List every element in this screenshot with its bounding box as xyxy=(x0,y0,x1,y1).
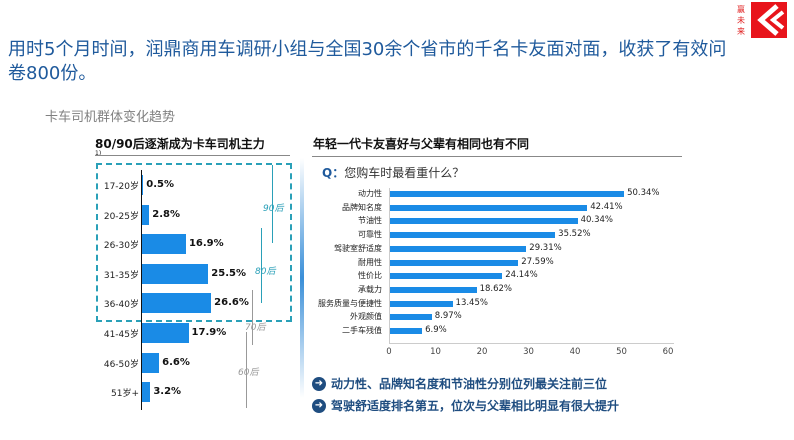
category-label: 46-50岁 xyxy=(103,359,139,370)
data-label: 42.41% xyxy=(590,201,623,212)
bar xyxy=(142,293,212,314)
category-label: 17-20岁 xyxy=(103,182,139,192)
headline: 用时5个月时间，润鼎商用车调研小组与全国30余个省市的千名卡友面对面，收获了有效… xyxy=(8,39,727,84)
bar xyxy=(390,300,453,307)
panel-edge xyxy=(300,158,304,398)
category-label: 驾驶室舒适度 xyxy=(334,243,382,253)
bar xyxy=(142,323,189,343)
y-axis xyxy=(141,170,142,410)
x-tick-label: 30 xyxy=(523,347,534,357)
bar xyxy=(390,245,527,252)
data-label: 27.59% xyxy=(521,256,554,267)
data-label: 29.31% xyxy=(529,242,562,253)
bullet-point: ➜ 驾驶舒适度排名第五，位次与父辈相比明显有很大提升 xyxy=(312,397,619,414)
bar xyxy=(390,328,423,334)
data-label: 0.5% xyxy=(146,179,175,190)
x-tick-label: 10 xyxy=(430,347,441,357)
data-label: 13.45% xyxy=(455,297,488,308)
divider xyxy=(312,156,682,157)
logo: 赢未来 xyxy=(737,2,789,40)
logo-mark xyxy=(751,2,787,38)
category-label: 二手车残值 xyxy=(342,326,382,335)
category-label: 36-40岁 xyxy=(103,300,139,311)
category-label: 31-35岁 xyxy=(103,270,139,281)
question: Q：您购车时最看重什么？ xyxy=(322,164,464,181)
category-label: 外观颜值 xyxy=(350,312,382,322)
bar xyxy=(390,314,432,321)
data-label: 26.6% xyxy=(214,297,249,309)
category-label: 51岁+ xyxy=(111,389,139,400)
data-label: 40.34% xyxy=(580,215,613,226)
section-subtitle: 卡车司机群体变化趋势 xyxy=(45,110,176,125)
bar xyxy=(142,234,186,255)
data-label: 2.8% xyxy=(152,208,180,220)
category-label: 服务质量与便捷性 xyxy=(318,298,382,308)
generation-bracket xyxy=(252,290,253,345)
x-tick-label: 60 xyxy=(662,347,674,357)
category-label: 41-45岁 xyxy=(103,330,139,340)
arrow-right-icon: ➜ xyxy=(312,376,326,391)
data-label: 17.9% xyxy=(191,327,227,338)
x-tick-label: 50 xyxy=(616,347,627,357)
data-label: 50.34% xyxy=(627,188,660,198)
bar xyxy=(142,263,209,284)
data-label: 35.52% xyxy=(558,229,591,240)
bar xyxy=(142,204,150,225)
category-label: 耐用性 xyxy=(358,257,382,267)
bullet-text: 动力性、品牌知名度和节油性分别位列最关注前三位 xyxy=(331,377,608,391)
bar xyxy=(142,352,160,373)
bar xyxy=(142,175,144,195)
bar xyxy=(390,232,556,239)
left-chart-title: 80/90后逐渐成为卡车司机主力 xyxy=(95,137,265,151)
age-distribution-chart: 17-20岁 0.5% 20-25岁 2.8% 26-30岁 16.9% 31-35岁 25.… xyxy=(95,165,305,415)
data-label: 6.9% xyxy=(425,325,447,335)
data-label: 16.9% xyxy=(188,238,224,250)
bar xyxy=(390,204,588,211)
category-label: 承载力 xyxy=(358,284,382,294)
right-chart-title: 年轻一代卡友喜好与父辈有相同也有不同 xyxy=(313,137,530,151)
logo-text: 赢未来 xyxy=(737,5,745,36)
question-prefix: Q： xyxy=(322,166,345,180)
x-axis xyxy=(389,343,674,344)
category-label: 20-25岁 xyxy=(103,211,139,222)
bar xyxy=(390,286,477,293)
x-tick-label: 20 xyxy=(476,347,488,357)
category-label: 26-30岁 xyxy=(103,241,139,252)
arrow-right-icon: ➜ xyxy=(312,398,326,413)
bar xyxy=(390,273,503,280)
data-label: 3.2% xyxy=(153,386,182,398)
data-label: 24.14% xyxy=(505,270,538,281)
generation-label: 70后 xyxy=(245,323,266,333)
data-label: 6.6% xyxy=(162,356,190,368)
bar xyxy=(390,191,625,197)
highlight-box xyxy=(96,163,292,322)
bar xyxy=(390,218,578,225)
data-label: 8.97% xyxy=(434,311,462,322)
y-axis xyxy=(389,188,390,343)
bar xyxy=(142,382,151,403)
data-label: 25.5% xyxy=(211,267,246,279)
generation-bracket xyxy=(246,332,247,408)
generation-label: 90后 xyxy=(263,204,284,214)
purchase-factors-chart: 动力性 50.34% 品牌知名度 42.41% 节油性 40.34% 可靠性 35.52% 驾驶… xyxy=(300,180,690,370)
bullet-point: ➜ 动力性、品牌知名度和节油性分别位列最关注前三位 xyxy=(312,375,607,392)
data-label: 18.62% xyxy=(479,283,512,294)
generation-bracket xyxy=(261,228,262,303)
category-label: 动力性 xyxy=(358,189,382,198)
divider xyxy=(95,155,290,156)
bar xyxy=(390,259,519,266)
category-label: 性价比 xyxy=(358,271,382,281)
x-tick-label: 40 xyxy=(569,347,581,357)
category-label: 节油性 xyxy=(358,216,382,226)
category-label: 可靠性 xyxy=(358,230,382,240)
question-text: 您购车时最看重什么？ xyxy=(344,166,465,180)
generation-bracket xyxy=(272,165,273,243)
bullet-text: 驾驶舒适度排名第五，位次与父辈相比明显有很大提升 xyxy=(331,399,620,413)
x-tick-label: 0 xyxy=(386,347,392,357)
generation-label: 80后 xyxy=(255,267,276,277)
category-label: 品牌知名度 xyxy=(342,202,382,212)
generation-label: 60后 xyxy=(238,368,259,378)
left-chart-note: 1) xyxy=(95,150,102,157)
